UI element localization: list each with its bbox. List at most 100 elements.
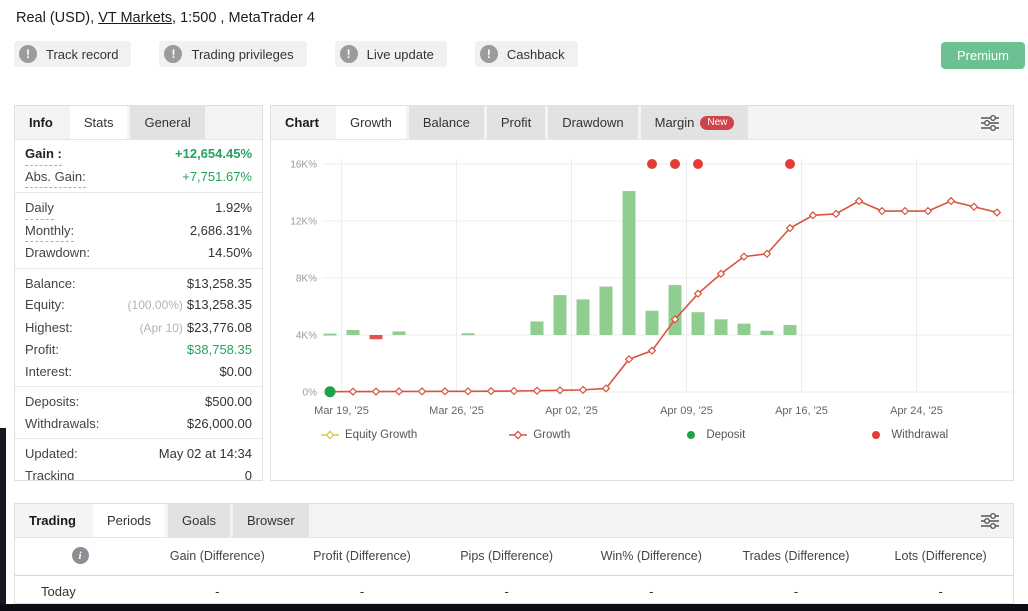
legend-equity-growth[interactable]: Equity Growth [321,429,417,441]
info-stats-list: Gain : +12,654.45% Abs. Gain: +7,751.67% Dai… [15,140,262,481]
equity-growth-bar [461,333,475,336]
stat-value: 0 [244,467,252,481]
badge-label: Track record [46,46,119,62]
legend-label: Equity Growth [345,429,418,441]
premium-button[interactable]: Premium [940,42,1025,69]
info-icon[interactable]: i [71,547,89,564]
growth-point-marker [394,387,404,396]
exclamation-icon: ! [479,45,498,63]
stat-label: Equity: [25,297,65,312]
account-header: Real (USD), VT Markets, 1:500 , MetaTrad… [14,8,1014,26]
growth-point-marker [601,384,611,393]
tab-label: General [144,115,191,130]
x-axis-tick: Apr 24, '25 [890,405,943,417]
stat-row-interest: Interest: $0.00 [15,361,262,383]
column-header-pips-difference: Pips (Difference) [460,548,554,563]
growth-marker-icon [509,430,528,440]
growth-point-marker [463,387,473,396]
legend-growth[interactable]: Growth [509,429,570,441]
chart-tabbar: Chart Growth Balance Profit Drawdown Margin Ne… [271,106,1013,140]
equity-growth-bar [645,310,659,335]
equity-growth-bar [737,323,751,335]
stat-value: $38,758.35 [186,342,252,357]
equity-growth-bar [691,312,705,335]
growth-point-marker [693,289,703,298]
stat-label: Deposits: [25,394,80,409]
legend-deposit[interactable]: Deposit [682,429,745,441]
equity-growth-bar [599,286,613,335]
info-tab-general[interactable]: General [130,106,205,139]
withdrawal-marker-icon [872,431,881,439]
column-header-lots-difference: Lots (Difference) [894,548,987,563]
equity-growth-bar [553,295,567,335]
growth-point-marker [854,196,864,206]
badge-label: Live update [366,46,434,62]
withdrawal-dot [693,159,703,169]
periods-settings-icon[interactable] [979,510,1001,532]
periods-tab-browser[interactable]: Browser [233,504,309,537]
chart-tab-balance[interactable]: Balance [408,106,484,139]
equity-growth-bar [346,330,360,335]
stat-label[interactable]: Abs. Gain: [25,166,86,188]
badge-trading-privileges[interactable]: ! Trading privileges [159,41,307,67]
growth-point-marker [716,269,726,278]
withdrawal-dot [785,159,795,169]
growth-point-marker [670,315,680,324]
chart-tab-margin[interactable]: Margin New [640,106,749,139]
period-value: - [868,575,1013,603]
tab-label: Profit [500,115,532,130]
growth-chart[interactable]: 0% 4K% 8K% 12K% 16K% Mar 19, '25 Mar 26, '25 Ap… [276,146,1014,422]
tab-label: Chart [285,115,319,130]
equity-growth-bar [714,319,728,335]
badge-track-record[interactable]: ! Track record [14,41,132,67]
tab-label: Margin [654,115,695,130]
period-row-today[interactable]: Today - - - - - - [15,575,1013,603]
stat-label[interactable]: Monthly: [25,220,75,242]
info-tab-info[interactable]: Info [15,106,67,139]
stat-value: May 02 at 14:34 [158,446,252,461]
badge-live-update[interactable]: ! Live update [334,41,447,67]
exclamation-icon: ! [19,45,37,63]
chart-body: 0% 4K% 8K% 12K% 16K% Mar 19, '25 Mar 26, '25 Ap… [271,140,1013,441]
equity-growth-marker-icon [321,430,339,440]
account-type-text: Real (USD), [16,10,99,26]
group-divider [15,192,262,193]
periods-tab-goals[interactable]: Goals [168,504,230,537]
x-axis-tick: Apr 16, '25 [775,405,828,417]
chart-tab-growth[interactable]: Growth [335,106,406,139]
stat-row-withdrawals: Withdrawals: $26,000.00 [15,413,262,435]
stat-value: $0.00 [219,363,252,379]
y-axis-tick: 16K% [290,160,317,171]
tab-label: Stats [83,115,114,130]
periods-info-header: i [15,538,145,576]
chart-tab-chart[interactable]: Chart [271,106,333,139]
legend-label: Deposit [706,429,746,441]
exclamation-icon: ! [339,45,358,63]
info-tab-stats[interactable]: Stats [69,106,128,139]
broker-link[interactable]: VT Markets [98,10,173,26]
x-axis-tick: Mar 19, '25 [314,405,369,417]
tab-label: Trading [29,513,76,528]
growth-point-marker [578,385,588,395]
badge-cashback[interactable]: ! Cashback [474,41,578,67]
y-axis-tick: 0% [303,388,318,399]
stat-label: Profit: [25,342,59,357]
stat-value: (100.00%) $13,258.35 [127,297,252,312]
stat-row-monthly: Monthly: 2,686.31% [15,220,262,242]
x-axis-tick: Apr 09, '25 [660,405,713,417]
period-value: - [289,575,435,603]
chart-tab-profit[interactable]: Profit [486,106,546,139]
periods-tab-periods[interactable]: Periods [92,504,166,537]
stat-label[interactable]: Gain : [25,143,62,166]
growth-point-marker [532,386,542,395]
periods-tab-trading[interactable]: Trading [15,504,90,537]
legend-withdrawal[interactable]: Withdrawal [867,429,948,441]
deposit-dot [324,386,336,398]
equity-growth-bar [392,331,406,335]
periods-panel: Trading Periods Goals Browser i Gain (Differ… [14,503,1014,604]
chart-settings-icon[interactable] [979,112,1001,134]
tab-label: Growth [349,115,392,130]
group-divider [15,267,262,269]
stat-label[interactable]: Daily [25,197,54,220]
chart-tab-drawdown[interactable]: Drawdown [548,106,638,139]
